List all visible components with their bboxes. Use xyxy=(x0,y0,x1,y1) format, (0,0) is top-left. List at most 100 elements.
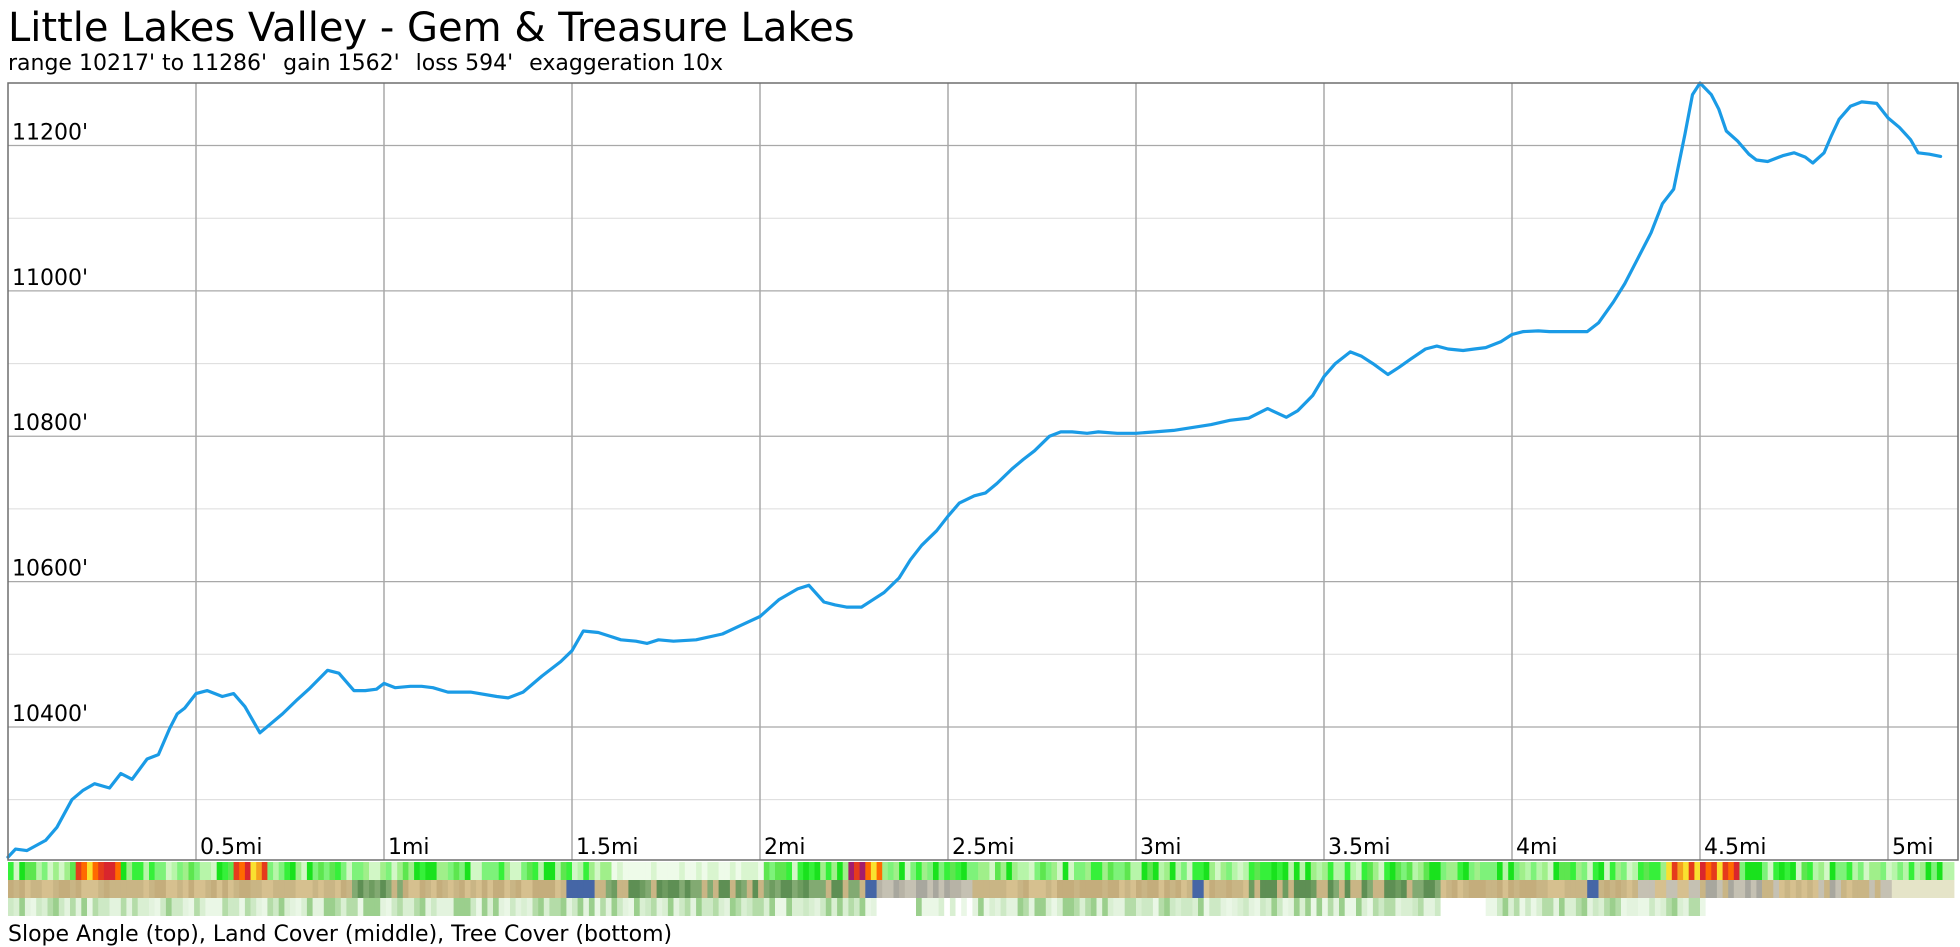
stat-loss: loss 594' xyxy=(415,51,514,76)
land-cover-cell xyxy=(352,880,359,898)
slope-angle-cell xyxy=(1547,862,1554,880)
land-cover-cell xyxy=(1530,880,1537,898)
land-cover-cell xyxy=(741,880,748,898)
slope-angle-cell xyxy=(498,862,505,880)
tree-cover-cell xyxy=(481,898,488,916)
slope-angle-cell xyxy=(763,862,770,880)
land-cover-cell xyxy=(701,880,708,898)
slope-angle-cell xyxy=(1062,862,1069,880)
slope-angle-cell xyxy=(1677,862,1684,880)
slope-angle-cell xyxy=(1886,862,1893,880)
tree-cover-cell xyxy=(1237,898,1244,916)
tree-cover-cell xyxy=(239,898,246,916)
land-cover-cell xyxy=(848,880,855,898)
land-cover-cell xyxy=(1147,880,1154,898)
slope-angle-cell xyxy=(1654,862,1662,880)
land-cover-cell xyxy=(1829,880,1836,898)
slope-angle-cell xyxy=(1203,862,1210,880)
land-cover-cell xyxy=(216,880,223,898)
land-cover-cell xyxy=(1367,880,1374,898)
slope-angle-cell xyxy=(1722,862,1729,880)
slope-angle-cell xyxy=(1705,862,1712,880)
tree-cover-cell xyxy=(1220,898,1227,916)
slope-angle-cell xyxy=(1756,862,1763,880)
land-cover-cell xyxy=(1412,880,1419,898)
land-cover-cell xyxy=(1846,880,1853,898)
slope-angle-cell xyxy=(921,862,928,880)
tree-cover-cell xyxy=(786,898,793,916)
land-cover-cell xyxy=(1220,880,1227,898)
tree-cover-cell xyxy=(340,898,347,916)
land-cover-cell xyxy=(1339,880,1346,898)
land-cover-cell xyxy=(684,880,691,898)
tree-cover-cell xyxy=(1406,898,1413,916)
slope-angle-cell xyxy=(1846,862,1853,880)
tree-cover-cell xyxy=(848,898,855,916)
tree-cover-cell xyxy=(1000,898,1007,916)
slope-angle-cell xyxy=(1457,862,1464,880)
land-cover-cell xyxy=(1931,880,1938,898)
slope-angle-cell xyxy=(1575,862,1583,880)
slope-angle-cell xyxy=(1051,862,1058,880)
land-cover-cell xyxy=(1739,880,1746,898)
tree-cover-cell xyxy=(820,898,827,916)
land-cover-cell xyxy=(1824,880,1831,898)
land-cover-cell xyxy=(1237,880,1244,898)
land-cover-cell xyxy=(543,880,550,898)
land-cover-cell xyxy=(1683,880,1690,898)
tree-cover-cell xyxy=(538,898,545,916)
land-cover-cell xyxy=(1598,880,1605,898)
tree-cover-cell xyxy=(8,898,15,916)
land-cover-cell xyxy=(459,880,466,898)
tree-cover-cell xyxy=(1564,898,1571,916)
tree-cover-cell xyxy=(1604,898,1611,916)
slope-angle-cell xyxy=(1164,862,1171,880)
tree-cover-cell xyxy=(1863,898,1870,916)
land-cover-cell xyxy=(329,880,336,898)
slope-angle-cell xyxy=(797,862,804,880)
tree-cover-cell xyxy=(1739,898,1746,916)
tree-cover-cell xyxy=(639,898,646,916)
tree-cover-cell xyxy=(306,898,314,916)
slope-angle-cell xyxy=(1096,862,1103,880)
land-cover-cell xyxy=(588,880,596,898)
tree-cover-cell xyxy=(1497,898,1504,916)
land-cover-cell xyxy=(1615,880,1622,898)
tree-cover-cell xyxy=(808,898,816,916)
tree-cover-cell xyxy=(1942,898,1949,916)
slope-angle-cell xyxy=(899,862,906,880)
slope-angle-cell xyxy=(312,862,319,880)
slope-angle-cell xyxy=(352,862,359,880)
tree-cover-cell xyxy=(746,898,753,916)
tree-cover-cell xyxy=(1654,898,1662,916)
slope-angle-cell xyxy=(1028,862,1035,880)
land-cover-cell xyxy=(1508,880,1515,898)
tree-cover-cell xyxy=(431,898,438,916)
land-cover-cell xyxy=(363,880,370,898)
land-cover-cell xyxy=(1271,880,1278,898)
land-cover-cell xyxy=(1542,880,1549,898)
tree-cover-cell xyxy=(1592,898,1599,916)
land-cover-cell xyxy=(1045,880,1052,898)
slope-angle-cell xyxy=(1468,862,1475,880)
land-cover-cell xyxy=(1784,880,1791,898)
slope-angle-cell xyxy=(1401,862,1408,880)
tree-cover-cell xyxy=(1485,898,1492,916)
tree-cover-cell xyxy=(1158,898,1165,916)
slope-angle-cell xyxy=(1638,862,1645,880)
slope-angle-cell xyxy=(1773,862,1780,880)
land-cover-cell xyxy=(1401,880,1408,898)
land-cover-cell xyxy=(1779,880,1786,898)
tree-cover-cell xyxy=(126,898,133,916)
tree-cover-cell xyxy=(1305,898,1312,916)
slope-angle-cell xyxy=(41,862,48,880)
land-cover-cell xyxy=(1457,880,1464,898)
land-cover-cell xyxy=(194,880,201,898)
slope-angle-cell xyxy=(1440,862,1447,880)
slope-angle-cell xyxy=(701,862,708,880)
tree-cover-cell xyxy=(1779,898,1786,916)
land-cover-cell xyxy=(103,880,111,898)
land-cover-cell xyxy=(611,880,618,898)
slope-angle-cell xyxy=(504,862,511,880)
tree-cover-cell xyxy=(1322,898,1329,916)
